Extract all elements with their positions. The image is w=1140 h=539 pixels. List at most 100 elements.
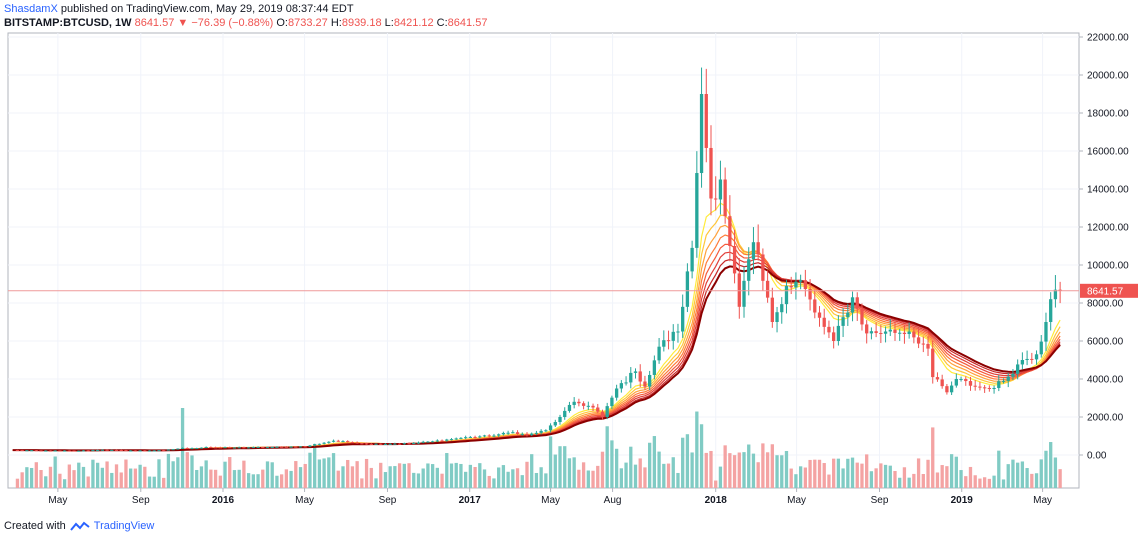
candle-body	[473, 436, 477, 438]
low-value: 8421.12	[393, 17, 434, 29]
candle-body	[581, 403, 586, 406]
candle-body	[29, 450, 34, 452]
volume-bar	[53, 456, 57, 488]
volume-bar	[124, 459, 128, 488]
candle-body	[190, 448, 194, 450]
volume-bar	[199, 466, 204, 488]
candle-body	[152, 450, 156, 452]
volume-bar	[567, 458, 572, 488]
candle-body	[416, 442, 421, 444]
volume-bar	[907, 477, 911, 488]
candle-body	[846, 312, 850, 318]
candle-body	[893, 329, 897, 333]
volume-bar	[916, 458, 921, 488]
candle-body	[440, 440, 444, 442]
volume-bar	[638, 458, 642, 488]
candle-body	[964, 378, 968, 382]
candle-body	[327, 441, 331, 443]
candle-body	[454, 438, 458, 440]
volume-bar	[586, 470, 590, 488]
volume-bar	[190, 455, 194, 488]
volume-bar	[86, 476, 90, 488]
volume-bar	[393, 466, 397, 488]
volume-bar	[374, 478, 378, 488]
price-tick-label: 16000.00	[1087, 147, 1129, 158]
price-chart[interactable]: 22000.00 20000.00 18000.00 16000.00 14000.00…	[0, 30, 1140, 514]
candle-body	[124, 450, 128, 452]
volume-bar	[648, 442, 652, 488]
candle-body	[869, 331, 874, 334]
candle-body	[997, 381, 1001, 388]
candle-body	[147, 450, 152, 452]
volume-bar	[1049, 442, 1053, 488]
price-tick-label: 2000.00	[1087, 413, 1124, 424]
candle-body	[775, 312, 779, 322]
candle-body	[987, 387, 992, 389]
volume-bar	[34, 462, 38, 488]
candle-body	[572, 401, 576, 405]
volume-bar	[478, 463, 482, 488]
candle-body	[289, 446, 293, 448]
time-tick-label: May	[1033, 495, 1052, 506]
candle-body	[789, 285, 793, 288]
volume-bar	[67, 464, 71, 488]
candle-body	[204, 447, 208, 449]
candle-body	[586, 405, 590, 407]
volume-bar	[709, 450, 713, 488]
volume-bar	[652, 436, 657, 488]
candle-body	[1016, 364, 1020, 374]
price-axis[interactable]: 22000.00 20000.00 18000.00 16000.00 14000.00…	[1079, 33, 1129, 462]
high-label: H:	[330, 17, 342, 29]
candle-body	[72, 450, 76, 452]
candle-body	[114, 449, 119, 451]
open-label: O:	[276, 17, 288, 29]
candle-body	[459, 437, 463, 439]
tradingview-brand[interactable]: TradingView	[93, 520, 155, 532]
volume-bar	[143, 466, 147, 488]
volume-bar	[798, 466, 803, 488]
candle-body	[704, 94, 708, 148]
time-axis[interactable]: May Sep 2016 May Sep 2017 May Aug 2018 May Sep 2019…	[48, 488, 1052, 506]
volume-bar	[591, 470, 595, 488]
candle-body	[912, 331, 916, 338]
volume-bar	[492, 478, 496, 488]
volume-bar	[728, 453, 732, 488]
candle-body	[360, 443, 364, 445]
candle-body	[747, 259, 751, 281]
candle-body	[652, 360, 657, 375]
volume-bar	[888, 465, 892, 488]
price-tick-label: 18000.00	[1087, 109, 1129, 120]
candle-body	[520, 433, 524, 435]
candle-body	[737, 273, 741, 307]
time-tick-label: 2018	[705, 495, 728, 506]
candle-body	[638, 371, 642, 382]
candle-body	[596, 407, 600, 412]
plot-area[interactable]	[7, 32, 1080, 489]
candle-body	[44, 450, 48, 452]
candle-body	[577, 401, 581, 404]
candle-body	[426, 441, 430, 443]
volume-bar	[751, 453, 756, 488]
volume-bar	[515, 468, 520, 488]
volume-bar	[614, 448, 619, 488]
time-tick-label: 2019	[951, 495, 974, 506]
volume-bar	[1039, 459, 1043, 488]
candle-body	[228, 447, 232, 449]
candle-body	[138, 450, 142, 452]
volume-bar	[72, 470, 76, 488]
volume-bar	[91, 459, 95, 488]
candle-body	[954, 379, 958, 386]
ema-line	[12, 265, 1061, 452]
candle-body	[610, 397, 614, 407]
tradingview-logo-icon	[69, 521, 90, 531]
volume-bar	[1044, 450, 1048, 488]
candle-body	[171, 449, 175, 451]
candle-body	[888, 329, 892, 332]
volume-bar	[449, 463, 454, 488]
volume-bar	[58, 473, 62, 488]
candle-body	[15, 450, 20, 452]
author-name[interactable]: ShasdamX	[4, 3, 58, 15]
volume-bar	[185, 452, 189, 488]
volume-bar	[360, 478, 364, 488]
volume-bar	[865, 454, 869, 488]
